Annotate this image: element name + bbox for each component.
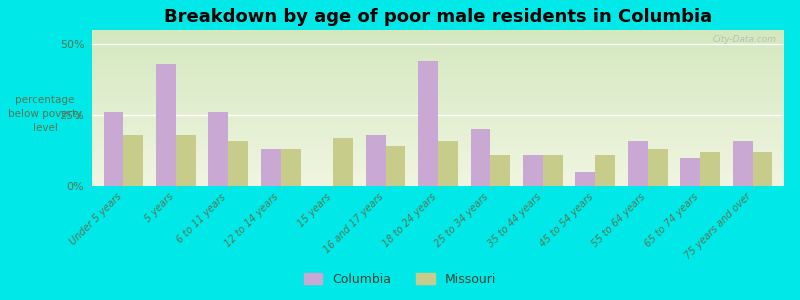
Bar: [680, 158, 700, 186]
Bar: [123, 135, 143, 186]
Bar: [543, 155, 562, 186]
Bar: [156, 64, 176, 186]
Bar: [208, 112, 228, 186]
Bar: [490, 155, 510, 186]
Bar: [648, 149, 668, 186]
Text: percentage
below poverty
level: percentage below poverty level: [8, 95, 82, 133]
Bar: [470, 129, 490, 186]
Bar: [700, 152, 720, 186]
Bar: [103, 112, 123, 186]
Bar: [386, 146, 406, 186]
Bar: [575, 172, 595, 186]
Title: Breakdown by age of poor male residents in Columbia: Breakdown by age of poor male residents …: [164, 8, 712, 26]
Legend: Columbia, Missouri: Columbia, Missouri: [298, 268, 502, 291]
Bar: [733, 141, 753, 186]
Bar: [438, 141, 458, 186]
Bar: [523, 155, 543, 186]
Bar: [333, 138, 353, 186]
Bar: [753, 152, 773, 186]
Bar: [228, 141, 248, 186]
Text: City-Data.com: City-Data.com: [713, 35, 777, 44]
Bar: [595, 155, 615, 186]
Bar: [176, 135, 196, 186]
Bar: [366, 135, 386, 186]
Bar: [281, 149, 301, 186]
Bar: [628, 141, 648, 186]
Bar: [261, 149, 281, 186]
Bar: [418, 61, 438, 186]
